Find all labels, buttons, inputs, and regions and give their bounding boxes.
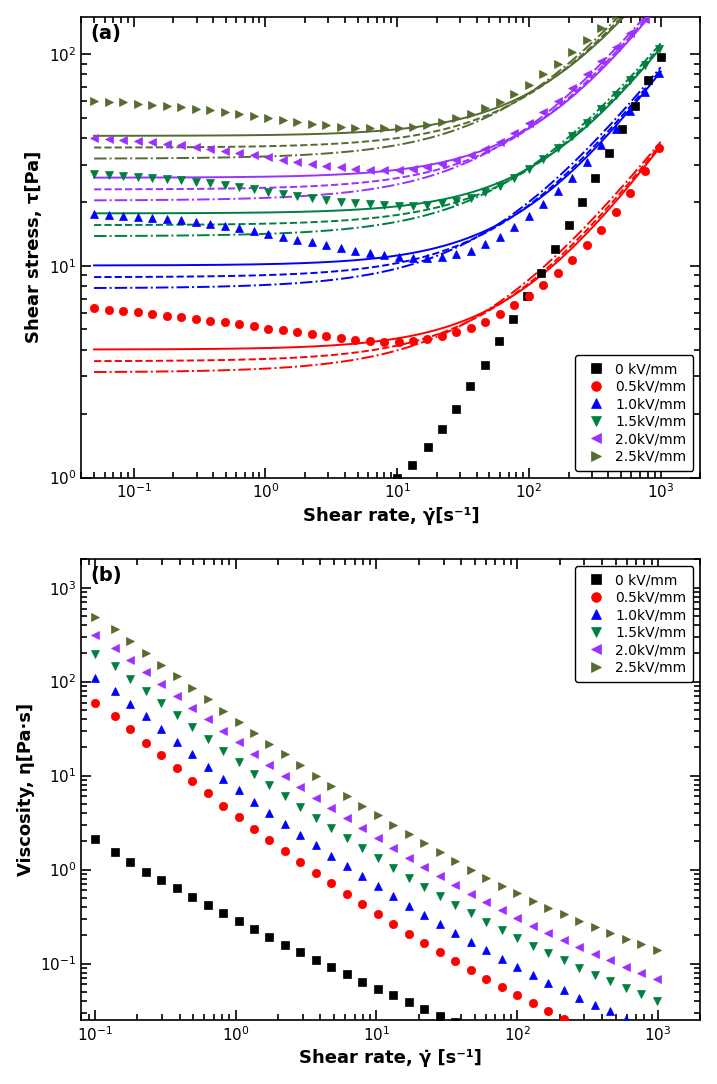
Y-axis label: Viscosity, η[Pa·s]: Viscosity, η[Pa·s] bbox=[16, 704, 34, 876]
Y-axis label: Shear stress, τ[Pa]: Shear stress, τ[Pa] bbox=[25, 151, 43, 344]
X-axis label: Shear rate, γ̇ [s⁻¹]: Shear rate, γ̇ [s⁻¹] bbox=[300, 1049, 483, 1068]
Text: (a): (a) bbox=[90, 24, 121, 42]
Legend: 0 kV/mm, 0.5kV/mm, 1.0kV/mm, 1.5kV/mm, 2.0kV/mm, 2.5kV/mm: 0 kV/mm, 0.5kV/mm, 1.0kV/mm, 1.5kV/mm, 2… bbox=[575, 566, 693, 682]
Legend: 0 kV/mm, 0.5kV/mm, 1.0kV/mm, 1.5kV/mm, 2.0kV/mm, 2.5kV/mm: 0 kV/mm, 0.5kV/mm, 1.0kV/mm, 1.5kV/mm, 2… bbox=[575, 356, 693, 470]
Text: (b): (b) bbox=[90, 566, 122, 585]
X-axis label: Shear rate, γ̇[s⁻¹]: Shear rate, γ̇[s⁻¹] bbox=[303, 506, 479, 525]
